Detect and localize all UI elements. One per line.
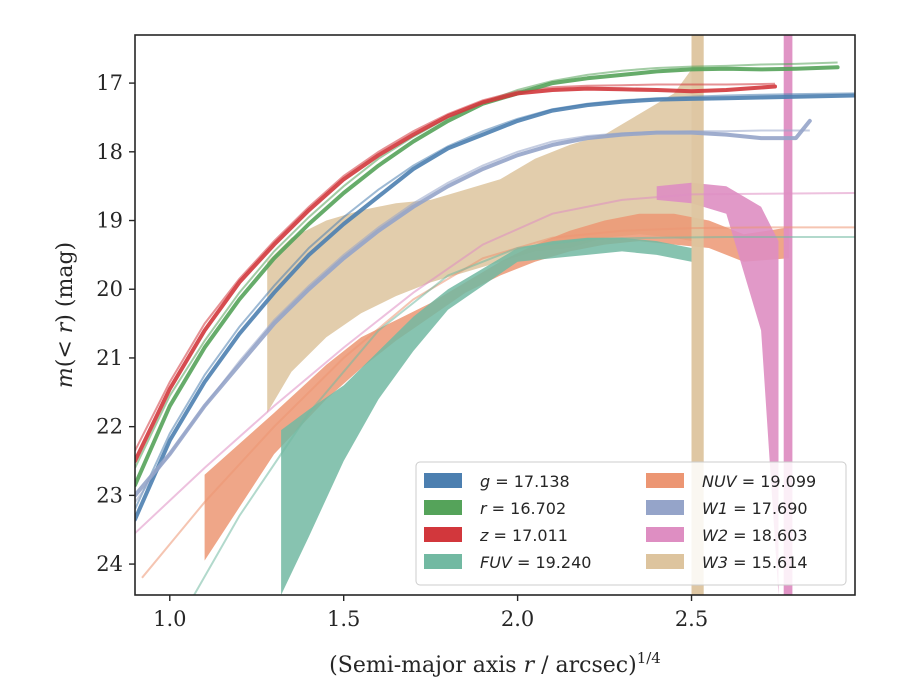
plot-frame: [134, 34, 856, 596]
model-line-g: [135, 92, 855, 510]
legend-label-nuv: NUV = 19.099: [702, 472, 816, 491]
model-line-w2: [135, 192, 855, 534]
band-w2: [656, 182, 779, 595]
y-tick-label: 23: [96, 483, 123, 507]
legend-swatch-nuv: [646, 473, 684, 488]
band-nuv: [204, 213, 789, 561]
x-tick-label: 1.0: [153, 607, 186, 631]
x-tick-label: 2.5: [675, 607, 708, 631]
band-layer: [204, 35, 793, 595]
spike-w2: [783, 35, 793, 595]
spike-w3: [691, 35, 704, 595]
y-tick-label: 19: [96, 209, 123, 233]
y-tick-label: 24: [96, 552, 123, 576]
data-line-z: [135, 84, 777, 463]
legend-label-r: r = 16.702: [480, 499, 566, 518]
y-tick-label: 21: [96, 346, 123, 370]
x-tick-label: 2.0: [501, 607, 534, 631]
legend-box: [415, 461, 847, 586]
y-tick-label: 18: [96, 140, 123, 164]
data-line-g: [135, 93, 855, 522]
band-w3: [267, 69, 692, 413]
legend: g = 17.138 r = 16.702 z = 17.011 FUV = 19.2…: [415, 461, 847, 586]
x-axis-label: (Semi-major axis r / arcsec)1/4: [329, 649, 661, 678]
legend-swatch-w3: [646, 554, 684, 569]
legend-swatch-g: [424, 473, 462, 488]
data-line-w1: [135, 118, 812, 498]
line-layer: [135, 61, 855, 595]
legend-swatch-fuv: [424, 554, 462, 569]
y-tick-label: 20: [96, 277, 123, 301]
model-line-fuv: [193, 236, 855, 595]
legend-swatch-w1: [646, 500, 684, 515]
legend-swatch-w2: [646, 527, 684, 542]
legend-label-w1: W1 = 17.690: [702, 499, 808, 518]
legend-label-w3: W3 = 15.614: [702, 553, 808, 572]
y-axis-label: m(< r) (mag): [53, 242, 78, 388]
legend-label-w2: W2 = 18.603: [702, 526, 808, 545]
x-axis: 1.0 1.5 2.0 2.5: [153, 595, 708, 631]
model-line-nuv: [141, 226, 855, 579]
legend-swatch-r: [424, 500, 462, 515]
model-line-w1: [135, 129, 810, 503]
legend-label-g: g = 17.138: [480, 472, 570, 491]
y-axis: 17 18 19 20 21 22 23 24: [96, 71, 135, 576]
x-tick-label: 1.5: [327, 607, 360, 631]
legend-swatch-z: [424, 527, 462, 542]
legend-label-fuv: FUV = 19.240: [480, 553, 591, 572]
legend-label-z: z = 17.011: [479, 526, 568, 545]
y-tick-label: 17: [96, 71, 123, 95]
y-tick-label: 22: [96, 415, 123, 439]
band-fuv: [281, 237, 692, 595]
